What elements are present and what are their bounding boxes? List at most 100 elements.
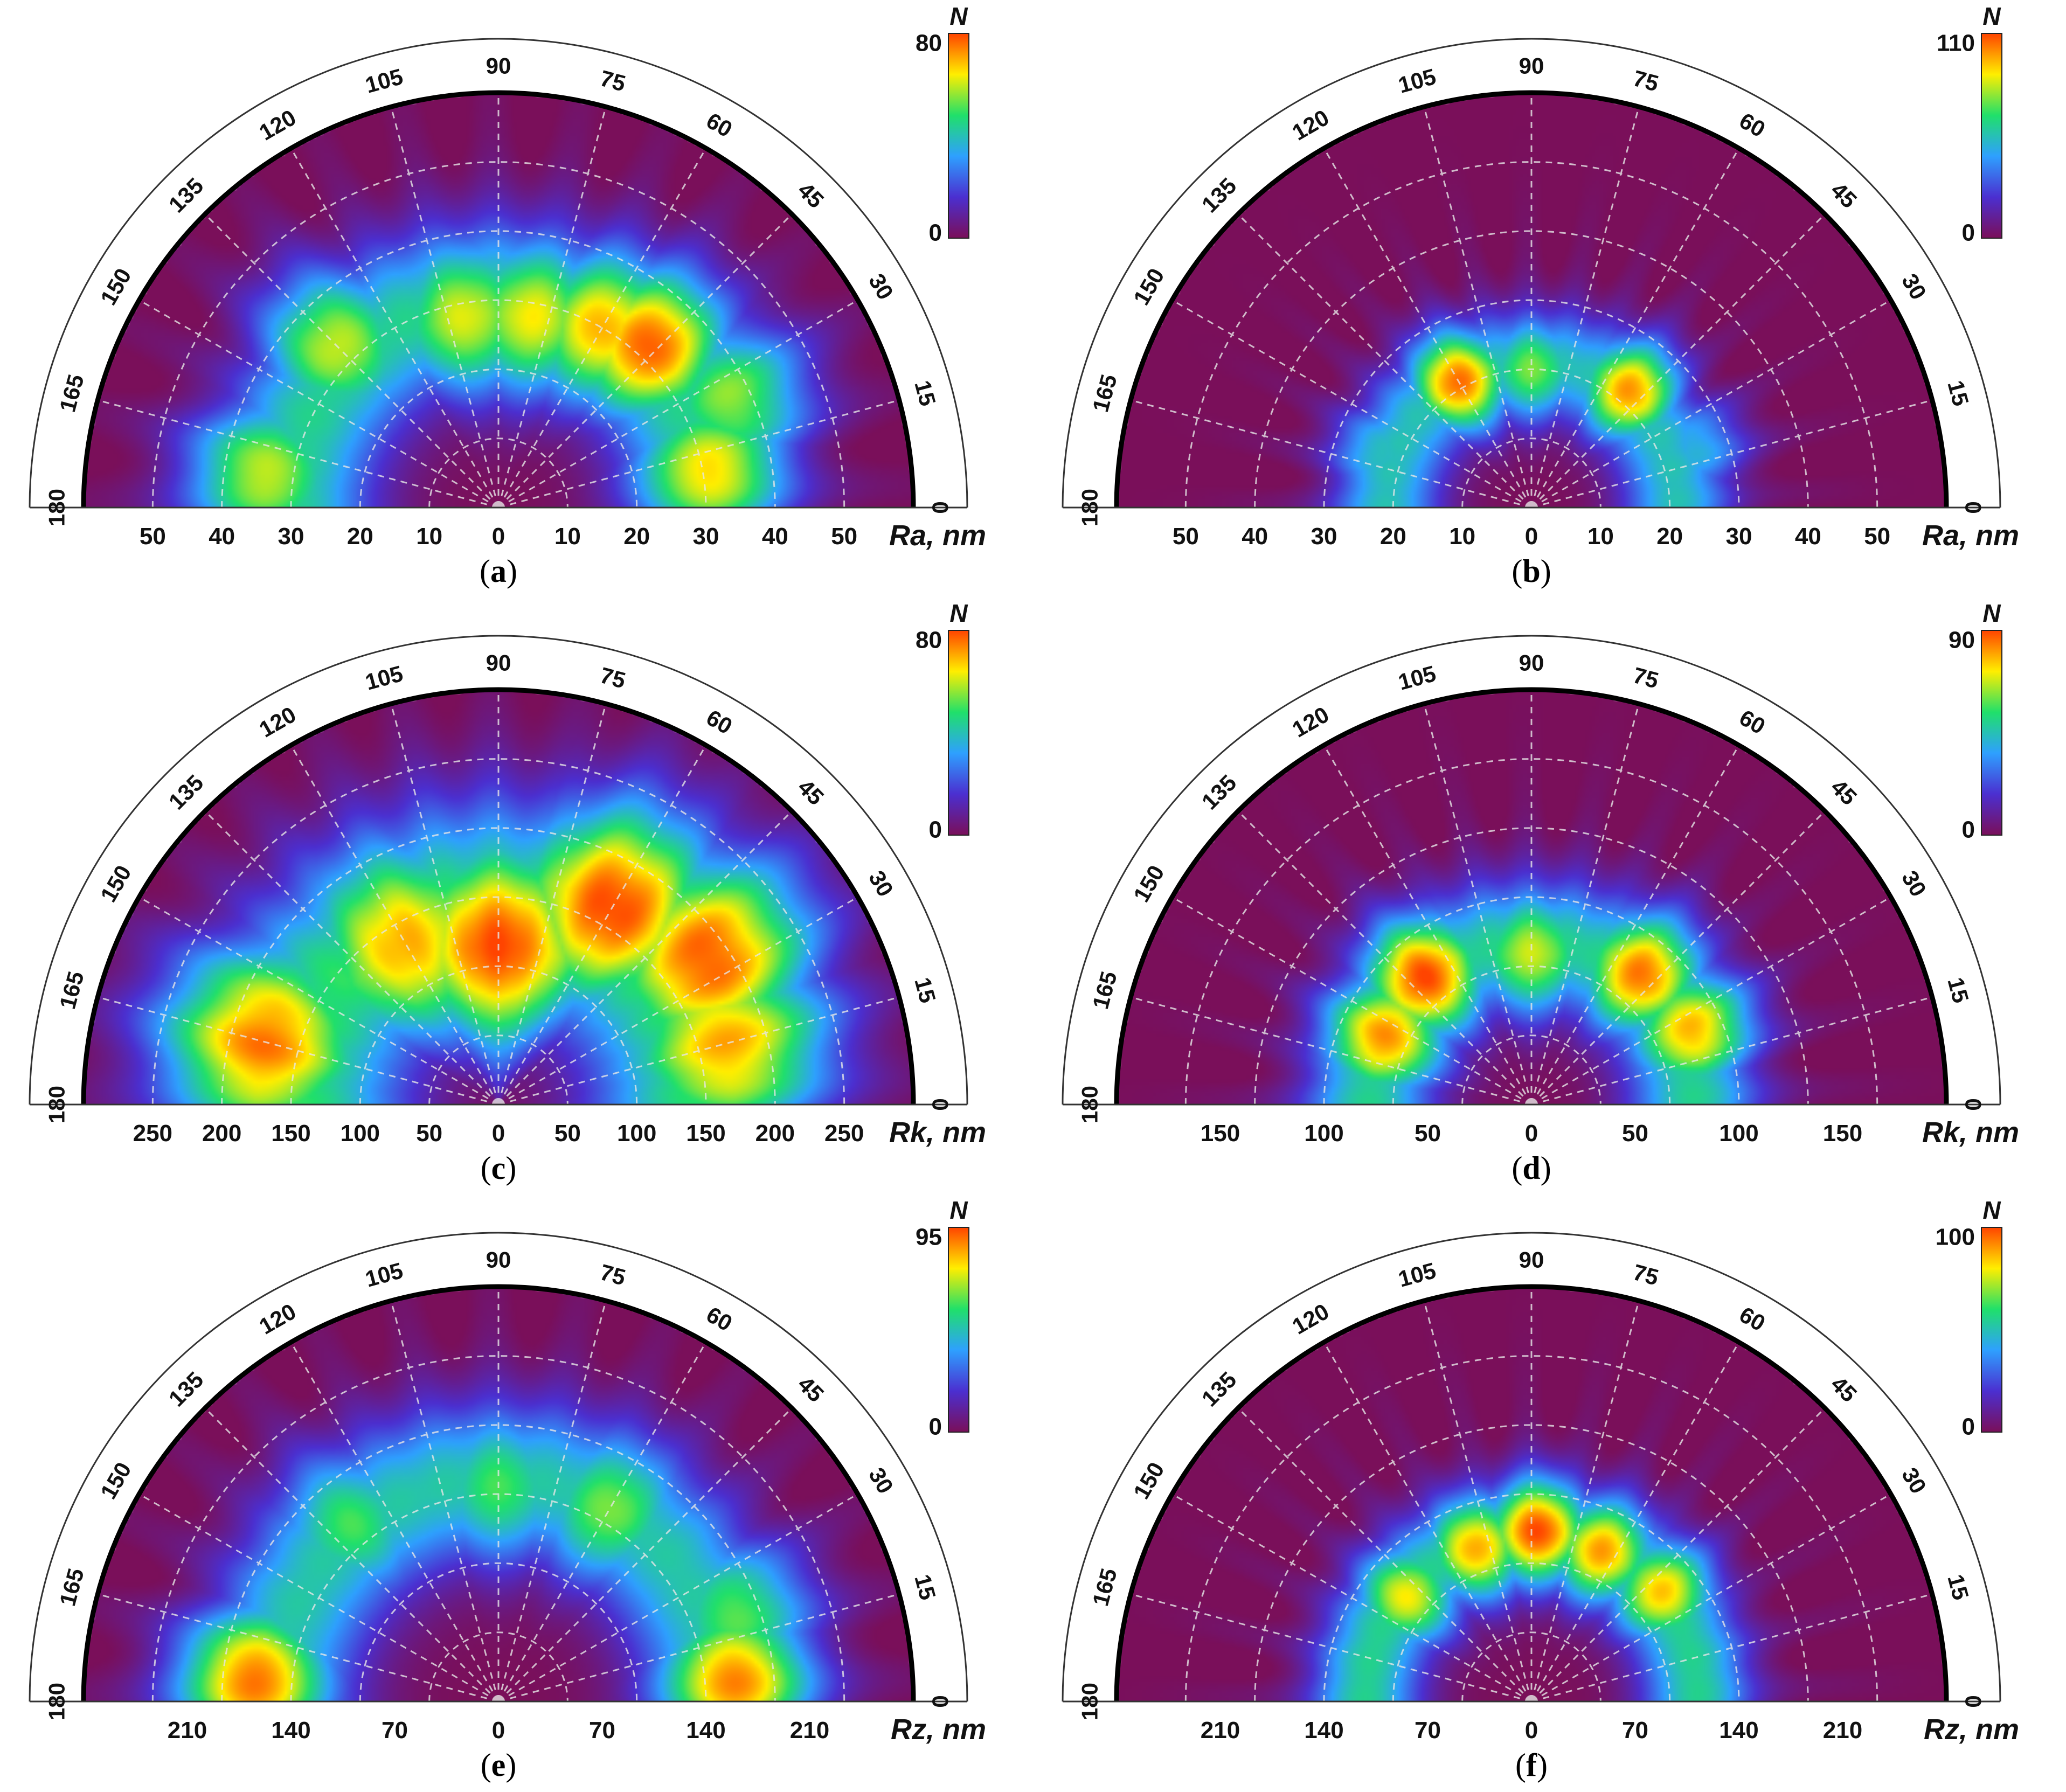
angle-tick-label: 165: [1087, 1566, 1122, 1609]
grid-spoke: [204, 810, 500, 1106]
axis-label: Rz, nm: [891, 1713, 986, 1746]
angle-tick-label: 150: [95, 264, 136, 309]
angle-tick-label: 90: [486, 53, 511, 79]
grid-spoke: [1130, 996, 1532, 1106]
radial-tick-label: 70: [1415, 1717, 1441, 1744]
radial-tick-label: 100: [1719, 1120, 1758, 1147]
polar-frame: [1114, 1284, 1949, 1702]
angle-tick-label: 135: [164, 1367, 209, 1412]
radial-tick-label: 30: [1311, 523, 1337, 550]
angle-tick-label: 60: [702, 705, 737, 739]
angle-tick-label: 75: [1631, 662, 1661, 693]
angle-tick-label: 150: [95, 1458, 136, 1503]
radial-tick-label: 0: [1525, 1717, 1538, 1744]
radial-tick-label: 150: [686, 1120, 725, 1147]
grid-arc: [359, 368, 638, 508]
colorbar-label: N: [1982, 599, 2001, 627]
grid-arc: [359, 1562, 638, 1702]
angle-tick-label: 180: [1077, 1683, 1103, 1720]
angle-tick-label: 15: [910, 975, 940, 1005]
caption-letter: c: [491, 1150, 506, 1186]
colorbar-min: 0: [1962, 1414, 1975, 1440]
grid-arc: [1323, 896, 1740, 1105]
angle-scale-arc: [1062, 1232, 2001, 1702]
axis-label: Rk, nm: [1922, 1116, 2019, 1149]
polar-frame: [1114, 90, 1949, 508]
radial-tick-label: 0: [1525, 1120, 1538, 1147]
angle-tick-label: 45: [793, 774, 829, 810]
panel-b: 0 15 30 45 60 75 90 105 120 135 150 165 180 50 40 30 20 1…: [1033, 0, 2066, 597]
polar-heatmap-a: 0 15 30 45 60 75 90 105 120 135 150 165 180 50 40 30 20 1…: [29, 2, 986, 589]
radial-tick-label: 140: [1719, 1717, 1758, 1744]
angle-tick-label: 0: [1961, 1098, 1986, 1110]
radial-tick-label: 250: [824, 1120, 864, 1147]
radial-tick-label: 0: [492, 1717, 505, 1744]
angle-tick-label: 45: [1826, 774, 1862, 810]
radial-tick-label: 30: [278, 523, 304, 550]
polar-frame: [81, 90, 916, 508]
panel-caption: (e): [481, 1747, 517, 1783]
angle-tick-label: 90: [486, 650, 511, 676]
colorbar-max: 100: [1936, 1224, 1975, 1251]
angle-tick-label: 120: [255, 1298, 300, 1339]
colorbar-min: 0: [1962, 817, 1975, 843]
angle-scale-arc: [29, 38, 968, 508]
panel-e: 0 15 30 45 60 75 90 105 120 135 150 165 180 210 140 70 0…: [0, 1194, 1033, 1791]
panel-d: 0 15 30 45 60 75 90 105 120 135 150 165 180 150 100 50 0…: [1033, 597, 2066, 1194]
angle-tick-label: 15: [910, 1572, 940, 1602]
angle-tick-label: 75: [598, 662, 628, 693]
caption-letter: d: [1522, 1150, 1540, 1186]
polar-grid: [97, 690, 900, 1106]
colorbar-min: 0: [929, 1414, 942, 1440]
grid-spoke: [1237, 810, 1533, 1106]
radial-tick-label: 200: [755, 1120, 795, 1147]
caption-paren: ): [505, 1150, 516, 1186]
grid-spoke: [1237, 1407, 1533, 1703]
radial-tick-label: 20: [623, 523, 650, 550]
polar-heatmap-c: 0 15 30 45 60 75 90 105 120 135 150 165 180 250 200 150…: [29, 599, 986, 1186]
grid-arc: [1323, 299, 1740, 508]
panel-caption: (f): [1515, 1747, 1548, 1783]
caption-letter: a: [490, 553, 507, 589]
radial-tick-label: 250: [133, 1120, 172, 1147]
angle-tick-label: 15: [910, 378, 940, 408]
colorbar: [1981, 33, 2002, 239]
angle-tick-label: 15: [1943, 1572, 1973, 1602]
angle-scale-arc: [29, 1232, 968, 1702]
grid-spoke: [204, 1407, 500, 1703]
grid-arc: [1323, 1493, 1740, 1702]
radial-tick-label: 210: [790, 1717, 829, 1744]
angle-tick-label: 165: [54, 1566, 89, 1609]
radial-tick-label: 50: [831, 523, 857, 550]
angle-tick-label: 15: [1943, 378, 1973, 408]
radial-tick-label: 20: [1380, 523, 1406, 550]
panel-a: 0 15 30 45 60 75 90 105 120 135 150 165 180 50 40 30 20 1…: [0, 0, 1033, 597]
angle-tick-label: 120: [1288, 701, 1333, 742]
radial-tick-label: 70: [382, 1717, 408, 1744]
polar-grid: [1130, 1287, 1933, 1703]
caption-paren: (: [1512, 553, 1522, 589]
radial-tick-label: 150: [271, 1120, 310, 1147]
radial-tick-label: 210: [1823, 1717, 1862, 1744]
angle-tick-label: 135: [164, 770, 209, 815]
grid-spoke: [97, 399, 499, 509]
radial-tick-label: 0: [492, 523, 505, 550]
radial-tick-label: 20: [1656, 523, 1683, 550]
caption-paren: ): [507, 553, 517, 589]
colorbar-min: 0: [929, 817, 942, 843]
caption-letter: f: [1526, 1747, 1537, 1783]
angle-tick-label: 135: [1197, 770, 1242, 815]
radial-tick-label: 10: [1587, 523, 1614, 550]
angle-tick-label: 135: [1197, 1367, 1242, 1412]
radial-tick-label: 10: [554, 523, 581, 550]
radial-tick-label: 140: [271, 1717, 310, 1744]
angle-tick-label: 0: [1961, 501, 1986, 513]
angle-tick-label: 0: [928, 501, 953, 513]
angle-tick-label: 105: [363, 661, 406, 695]
angle-tick-label: 60: [1735, 1302, 1770, 1336]
angle-tick-label: 90: [1519, 1247, 1544, 1273]
angle-tick-label: 90: [1519, 53, 1544, 79]
radial-tick-label: 210: [168, 1717, 207, 1744]
grid-spoke: [97, 996, 499, 1106]
